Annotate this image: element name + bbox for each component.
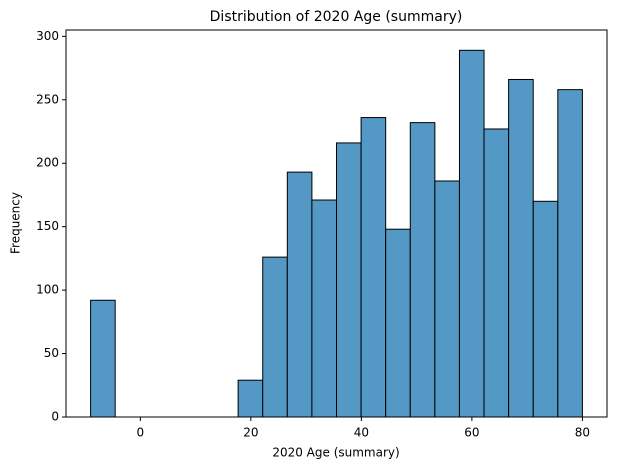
y-tick-label: 300 — [36, 29, 59, 43]
y-tick-label: 250 — [36, 92, 59, 106]
bar — [237, 379, 264, 418]
x-tick-label: 0 — [137, 426, 145, 440]
x-tick-label: 80 — [575, 426, 590, 440]
bar — [286, 171, 313, 418]
bar — [532, 200, 559, 418]
plot-frame — [65, 29, 608, 418]
bar — [311, 199, 337, 418]
bar — [557, 89, 583, 418]
bar — [385, 228, 411, 418]
y-tick-label: 50 — [44, 346, 59, 360]
chart-title: Distribution of 2020 Age (summary) — [210, 9, 463, 25]
bar — [262, 256, 288, 418]
bar — [458, 49, 485, 418]
bar — [336, 142, 362, 418]
bar — [508, 78, 534, 418]
y-tick-label: 200 — [36, 156, 59, 170]
x-axis-label: 2020 Age (summary) — [272, 446, 399, 460]
bar — [90, 299, 116, 418]
bar — [409, 122, 436, 418]
bar — [434, 180, 460, 418]
x-tick-label: 40 — [354, 426, 369, 440]
y-axis-label: Frequency — [9, 192, 23, 254]
x-tick-label: 20 — [243, 426, 258, 440]
y-tick-label: 150 — [36, 219, 59, 233]
bar — [360, 117, 387, 418]
bar — [483, 128, 510, 418]
x-tick-label: 60 — [464, 426, 479, 440]
y-tick-label: 0 — [51, 410, 59, 424]
y-tick-label: 100 — [36, 283, 59, 297]
